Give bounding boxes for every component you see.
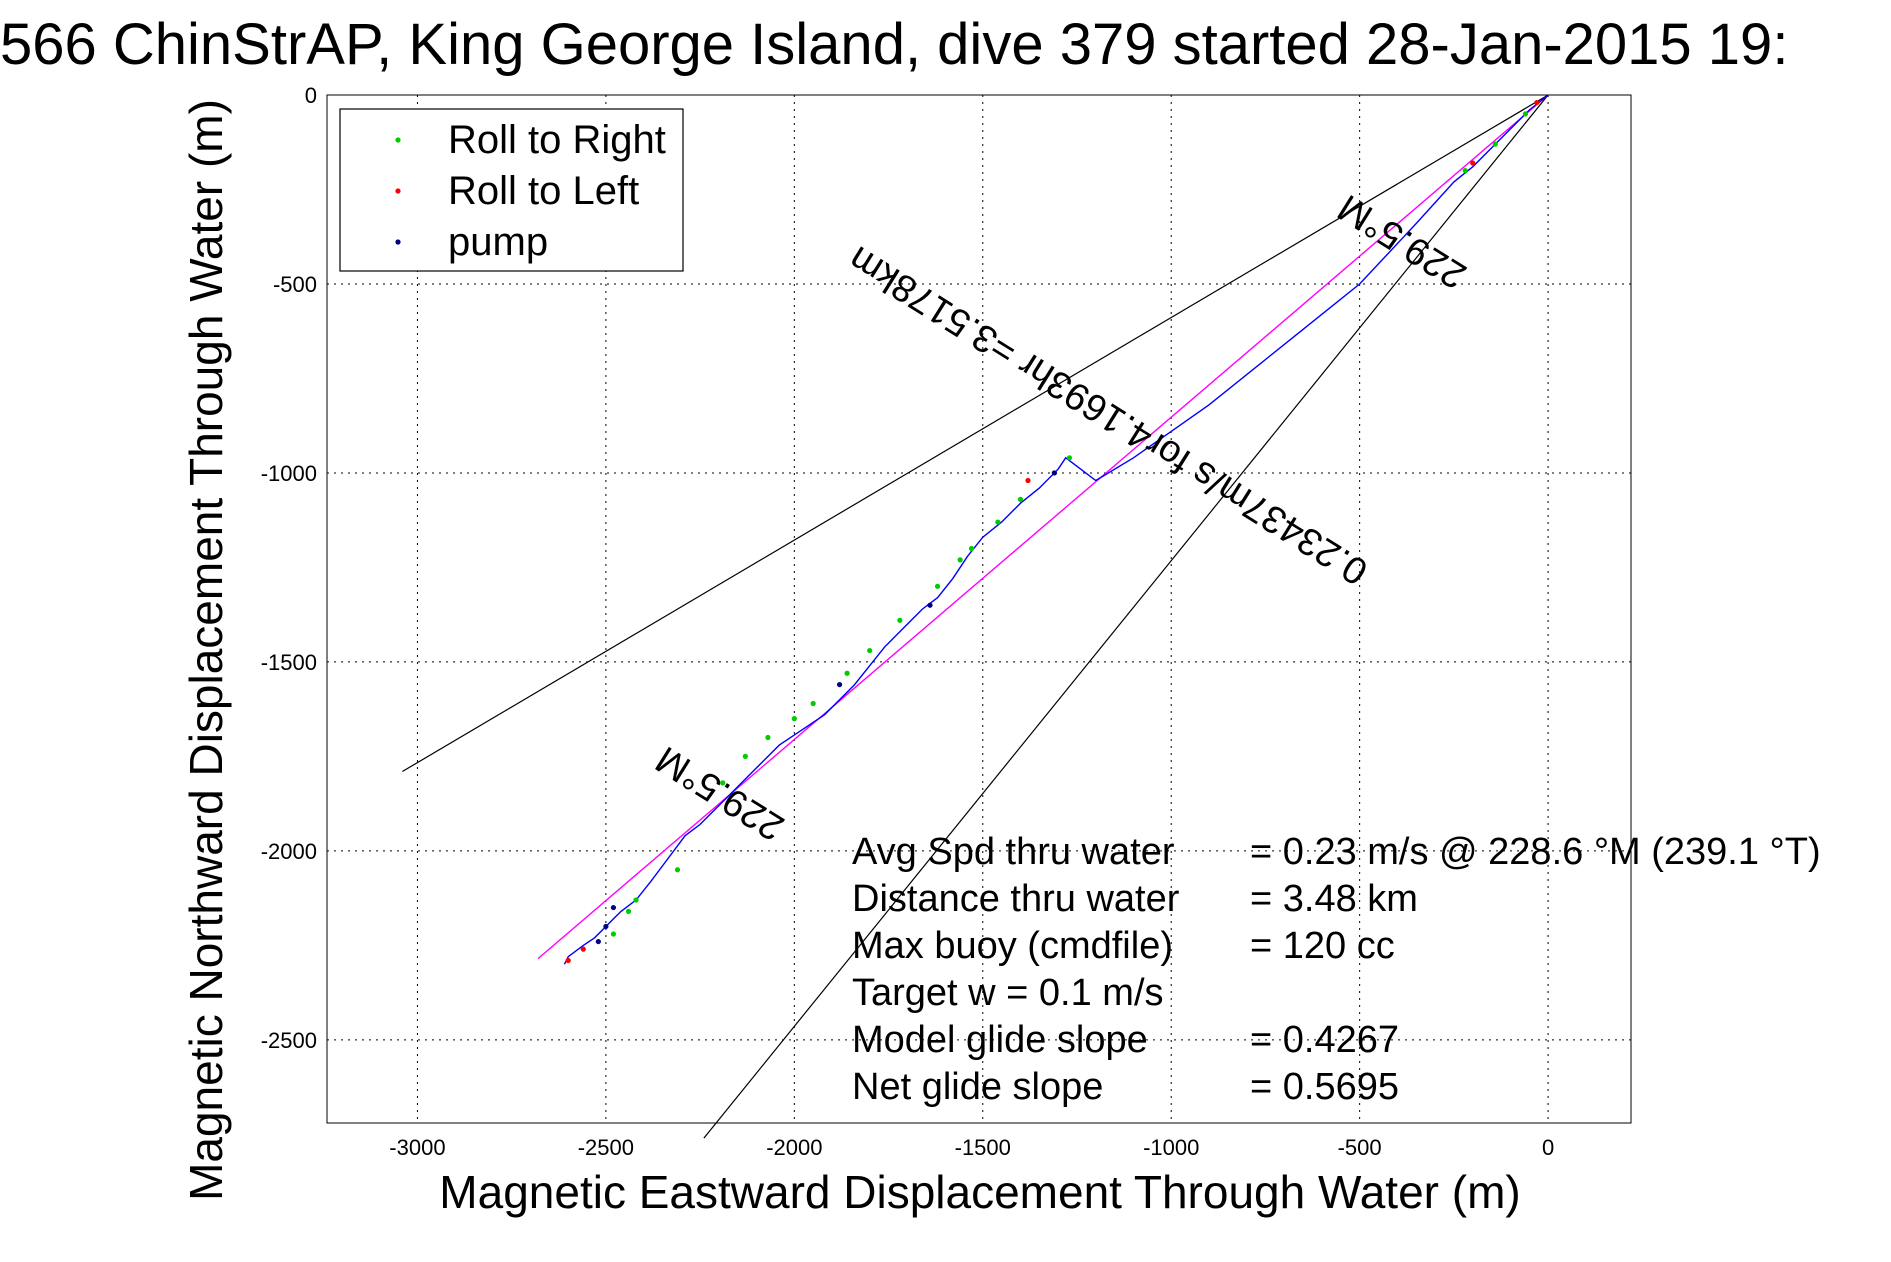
stat-label-3: Target w = 0.1 m/s (852, 972, 1164, 1014)
stat-label-5: Net glide slope (852, 1066, 1103, 1108)
roll-right-marker-19 (633, 897, 639, 903)
stat-label-0: Avg Spd thru water (852, 831, 1175, 873)
y-tick-label-0: 0 (305, 83, 317, 108)
legend-marker-2 (395, 239, 401, 245)
roll-left-marker-2 (1025, 477, 1031, 484)
stat-value-0: = 0.23 m/s @ 228.6 °M (239.1 °T) (1250, 831, 1821, 873)
x-tick-label-0: -3000 (389, 1135, 445, 1160)
series-layer (537, 94, 1549, 965)
roll-right-marker-18 (674, 867, 681, 873)
roll-right-marker-5 (1017, 496, 1024, 502)
roll-right-marker-16 (742, 753, 748, 759)
plot-frame (326, 94, 1632, 1124)
pump-marker-5 (595, 938, 601, 945)
lower-bound-line (703, 94, 1549, 1139)
y-tick-label-5: -2500 (261, 1028, 317, 1053)
roll-right-marker-6 (995, 519, 1001, 525)
roll-right-marker-8 (957, 557, 963, 563)
roll-right-marker-0 (1522, 111, 1529, 117)
roll-right-marker-13 (810, 700, 816, 707)
tick-labels: -3000 -2500 -2000 -1500 -1000 -500 0 0 -500 -1000… (261, 83, 1554, 1160)
y-axis-label: Magnetic Northward Displacement Through … (180, 99, 232, 1201)
x-tick-label-2: -2000 (766, 1135, 822, 1160)
roll-left-marker-4 (565, 957, 571, 964)
x-tick-label-5: -500 (1338, 1135, 1382, 1160)
y-tick-label-2: -1000 (261, 461, 317, 486)
stat-label-2: Max buoy (cmdfile) (852, 925, 1173, 967)
stat-label-1: Distance thru water (852, 878, 1180, 920)
stat-value-5: = 0.5695 (1250, 1066, 1399, 1108)
chart-title: 566 ChinStrAP, King George Island, dive … (0, 12, 1788, 77)
roll-right-marker-17 (720, 780, 726, 786)
stat-label-4: Model glide slope (852, 1019, 1148, 1061)
x-tick-label-4: -1000 (1143, 1135, 1199, 1160)
y-tick-label-4: -2000 (261, 839, 317, 864)
marker-layer (565, 99, 1540, 964)
x-tick-label-6: 0 (1542, 1135, 1554, 1160)
x-axis-label: Magnetic Eastward Displacement Through W… (439, 1166, 1520, 1218)
roll-right-marker-9 (934, 583, 941, 589)
legend: Roll to Right Roll to Left pump (339, 108, 684, 272)
roll-right-marker-2 (1462, 167, 1468, 174)
roll-right-marker-11 (867, 647, 873, 654)
roll-right-marker-7 (968, 545, 975, 552)
stats-block: Avg Spd thru water = 0.23 m/s @ 228.6 °M … (852, 831, 1821, 1108)
roll-right-marker-20 (625, 908, 632, 914)
legend-marker-1 (395, 188, 401, 194)
roll-right-marker-15 (765, 734, 771, 741)
pump-marker-4 (603, 923, 609, 930)
pump-marker-3 (610, 904, 617, 911)
roll-right-marker-10 (897, 617, 903, 623)
roll-left-marker-3 (580, 946, 586, 952)
y-tick-label-1: -500 (273, 272, 317, 297)
heading-line (537, 94, 1549, 960)
legend-marker-0 (395, 137, 401, 143)
x-tick-label-1: -2500 (578, 1135, 634, 1160)
stat-value-4: = 0.4267 (1250, 1019, 1399, 1061)
roll-right-marker-1 (1492, 141, 1498, 147)
x-tick-label-3: -1500 (955, 1135, 1011, 1160)
pump-marker-2 (836, 681, 843, 688)
pump-marker-1 (927, 602, 933, 608)
bound-lines (402, 94, 1549, 1139)
stat-value-1: = 3.48 km (1250, 878, 1418, 920)
stat-value-2: = 120 cc (1250, 925, 1395, 967)
upper-bound-line (402, 94, 1549, 773)
legend-entry-1: Roll to Left (448, 169, 639, 213)
dive-track (563, 94, 1549, 965)
roll-right-marker-3 (1066, 455, 1073, 461)
roll-right-marker-14 (791, 716, 797, 722)
legend-entry-2: pump (448, 220, 548, 264)
roll-left-marker-1 (1470, 160, 1476, 166)
roll-left-marker-0 (1534, 99, 1540, 106)
y-tick-label-3: -1500 (261, 650, 317, 675)
roll-right-marker-12 (844, 670, 850, 676)
roll-right-marker-21 (610, 931, 617, 937)
legend-entry-0: Roll to Right (448, 118, 666, 162)
pump-marker-0 (1051, 470, 1057, 476)
